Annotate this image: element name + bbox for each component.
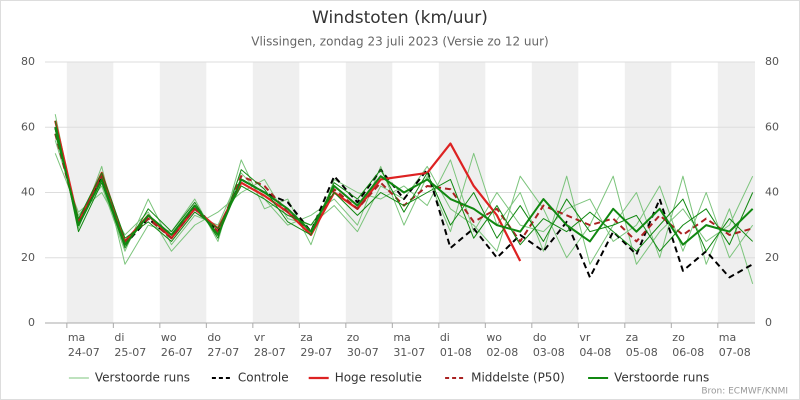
- x-tick-label: di: [114, 331, 124, 344]
- x-tick-label: 07-08: [719, 346, 751, 359]
- y2-tick-label: 0: [765, 316, 772, 329]
- y-tick-label: 60: [21, 120, 35, 133]
- x-tick-label: di: [440, 331, 450, 344]
- y2-tick-label: 40: [765, 186, 779, 199]
- series-line: [54, 140, 754, 284]
- y2-tick-label: 60: [765, 120, 779, 133]
- x-tick-label: 24-07: [68, 346, 100, 359]
- y-tick-label: 40: [21, 186, 35, 199]
- x-tick-label: vr: [579, 331, 591, 344]
- x-tick-label: zo: [347, 331, 360, 344]
- x-tick-label: do: [533, 331, 547, 344]
- y-tick-label: 80: [21, 55, 35, 68]
- y-tick-label: 20: [21, 251, 35, 264]
- legend-label: Verstoorde runs: [614, 371, 709, 385]
- series-line: [54, 120, 754, 252]
- series-line: [54, 127, 754, 279]
- x-tick-label: 27-07: [207, 346, 239, 359]
- series-line: [54, 127, 754, 246]
- x-tick-label: do: [207, 331, 221, 344]
- x-tick-label: 03-08: [533, 346, 565, 359]
- x-tick-label: 06-08: [672, 346, 704, 359]
- x-tick-label: 30-07: [347, 346, 379, 359]
- legend-label: Hoge resolutie: [335, 371, 422, 385]
- y-tick-label: 0: [28, 316, 35, 329]
- x-tick-label: wo: [161, 331, 177, 344]
- y2-tick-label: 80: [765, 55, 779, 68]
- legend-label: Controle: [238, 371, 289, 385]
- legend-label: Verstoorde runs: [95, 371, 190, 385]
- x-tick-label: 29-07: [300, 346, 332, 359]
- x-tick-label: 28-07: [254, 346, 286, 359]
- x-tick-label: za: [300, 331, 313, 344]
- x-tick-label: wo: [486, 331, 502, 344]
- x-tick-label: ma: [393, 331, 410, 344]
- x-tick-label: ma: [719, 331, 736, 344]
- series-line: [54, 133, 754, 252]
- x-tick-label: 04-08: [579, 346, 611, 359]
- chart-title: Windstoten (km/uur): [312, 8, 488, 28]
- chart-subtitle: Vlissingen, zondag 23 juli 2023 (Versie …: [251, 35, 549, 49]
- x-tick-label: zo: [672, 331, 685, 344]
- x-tick-label: ma: [68, 331, 85, 344]
- x-tick-label: za: [626, 331, 639, 344]
- x-tick-label: 02-08: [486, 346, 518, 359]
- x-tick-label: 26-07: [161, 346, 193, 359]
- y2-tick-label: 20: [765, 251, 779, 264]
- x-tick-label: 25-07: [114, 346, 146, 359]
- source: Bron: ECMWF/KNMI: [701, 387, 788, 397]
- legend-label: Middelste (P50): [471, 371, 565, 385]
- x-tick-label: 01-08: [440, 346, 472, 359]
- x-tick-label: vr: [254, 331, 266, 344]
- x-tick-label: 05-08: [626, 346, 658, 359]
- x-tick-label: 31-07: [393, 346, 425, 359]
